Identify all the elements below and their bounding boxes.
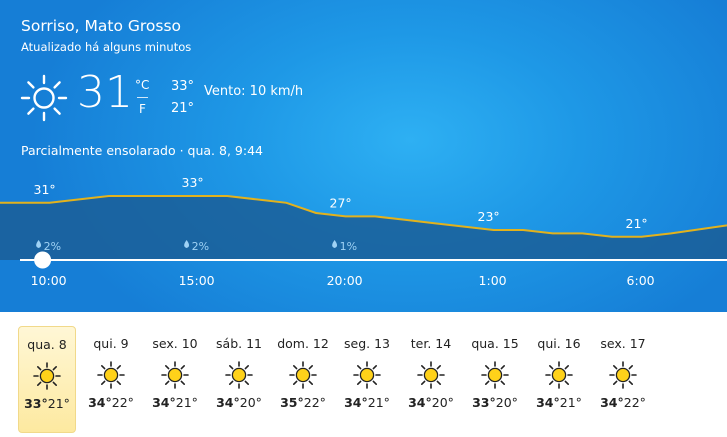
- forecast-temps: 34°20°: [402, 395, 460, 411]
- condition-text: Parcialmente ensolarado · qua. 8, 9:44: [21, 143, 263, 158]
- time-tick-label: 10:00: [31, 273, 67, 288]
- forecast-high: 35°: [280, 395, 304, 410]
- forecast-day-2[interactable]: sex. 10 34°21°: [146, 326, 204, 433]
- forecast-day-label: seg. 13: [344, 336, 390, 351]
- forecast-low: 22°: [111, 395, 134, 410]
- temperature-area: [0, 196, 727, 260]
- today-low: 21°: [171, 101, 195, 116]
- temperature-label: 31°: [34, 182, 56, 197]
- hourly-chart[interactable]: 31° 33° 27° 23° 21° 2% 2% 1% 10:00 15:00 20:00 1:…: [0, 168, 727, 312]
- temperature-line: [0, 195, 727, 238]
- forecast-high: 34°: [600, 395, 624, 410]
- forecast-low: 21°: [559, 395, 582, 410]
- raindrop-icon: [184, 240, 190, 248]
- forecast-temps: 34°21°: [338, 395, 396, 411]
- precipitation-item: 2%: [184, 240, 209, 253]
- sun-icon: [161, 361, 189, 389]
- unit-divider: [137, 97, 148, 98]
- forecast-temps: 34°21°: [146, 395, 204, 411]
- time-tick-label: 15:00: [179, 273, 215, 288]
- forecast-low: 21°: [47, 396, 70, 411]
- sun-icon: [97, 361, 125, 389]
- forecast-day-label: qui. 16: [537, 336, 581, 351]
- forecast-low: 20°: [239, 395, 262, 410]
- forecast-day-label: ter. 14: [410, 336, 452, 351]
- forecast-day-3[interactable]: sáb. 11 34°20°: [210, 326, 268, 433]
- temperature-label: 27°: [330, 195, 352, 210]
- temperature-label: 23°: [478, 209, 500, 224]
- forecast-day-label: sáb. 11: [216, 336, 262, 351]
- forecast-low: 21°: [175, 395, 198, 410]
- forecast-day-label: qui. 9: [93, 336, 129, 351]
- forecast-high: 34°: [408, 395, 432, 410]
- precipitation-item: 2%: [36, 240, 61, 253]
- raindrop-icon: [36, 240, 42, 248]
- unit-celsius-toggle[interactable]: °C: [135, 78, 150, 92]
- sun-icon: [33, 362, 61, 390]
- forecast-low: 20°: [431, 395, 454, 410]
- forecast-low: 20°: [495, 395, 518, 410]
- forecast-day-label: sex. 10: [152, 336, 198, 351]
- forecast-temps: 34°20°: [210, 395, 268, 411]
- precipitation-value: 1%: [340, 240, 357, 253]
- precipitation-value: 2%: [192, 240, 209, 253]
- forecast-low: 22°: [623, 395, 646, 410]
- forecast-temps: 33°20°: [466, 395, 524, 411]
- forecast-day-label: dom. 12: [277, 336, 329, 351]
- forecast-high: 33°: [472, 395, 496, 410]
- forecast-day-6[interactable]: ter. 14 34°20°: [402, 326, 460, 433]
- forecast-high: 34°: [88, 395, 112, 410]
- sun-icon: [20, 74, 68, 122]
- forecast-day-4[interactable]: dom. 12 35°22°: [274, 326, 332, 433]
- time-tick-label: 20:00: [327, 273, 363, 288]
- forecast-day-9[interactable]: sex. 17 34°22°: [594, 326, 652, 433]
- sun-icon: [353, 361, 381, 389]
- time-tick-label: 6:00: [627, 273, 655, 288]
- current-time-handle[interactable]: [34, 251, 52, 269]
- forecast-temps: 34°21°: [530, 395, 588, 411]
- today-high: 33°: [171, 79, 195, 94]
- sun-icon: [545, 361, 573, 389]
- forecast-temps: 35°22°: [274, 395, 332, 411]
- location-title[interactable]: Sorriso, Mato Grosso: [21, 17, 182, 35]
- forecast-high: 34°: [216, 395, 240, 410]
- sun-icon: [481, 361, 509, 389]
- precipitation-item: 1%: [332, 240, 357, 253]
- forecast-high: 33°: [24, 396, 48, 411]
- forecast-temps: 34°22°: [594, 395, 652, 411]
- updated-status: Atualizado há alguns minutos: [21, 40, 192, 54]
- wind-info: Vento: 10 km/h: [204, 84, 304, 99]
- forecast-high: 34°: [344, 395, 368, 410]
- weather-card: Sorriso, Mato Grosso Atualizado há algun…: [0, 0, 727, 312]
- current-temperature: 31: [77, 67, 133, 118]
- time-tick-label: 1:00: [479, 273, 507, 288]
- precipitation-value: 2%: [44, 240, 61, 253]
- forecast-day-1[interactable]: qui. 9 34°22°: [82, 326, 140, 433]
- forecast-day-7[interactable]: qua. 15 33°20°: [466, 326, 524, 433]
- unit-fahrenheit-toggle[interactable]: F: [139, 102, 146, 116]
- forecast-low: 22°: [303, 395, 326, 410]
- forecast-day-label: qua. 8: [27, 337, 67, 352]
- temperature-label: 21°: [626, 216, 648, 231]
- forecast-day-8[interactable]: qui. 16 34°21°: [530, 326, 588, 433]
- forecast-day-5[interactable]: seg. 13 34°21°: [338, 326, 396, 433]
- forecast-low: 21°: [367, 395, 390, 410]
- sun-icon: [225, 361, 253, 389]
- forecast-temps: 33°21°: [19, 396, 75, 412]
- sun-icon: [417, 361, 445, 389]
- temperature-label: 33°: [182, 175, 204, 190]
- forecast-high: 34°: [536, 395, 560, 410]
- daily-forecast-strip: qua. 8 33°21° qui. 9 34°22° sex. 10 34°21° sáb…: [0, 312, 727, 437]
- forecast-day-0[interactable]: qua. 8 33°21°: [18, 326, 76, 433]
- forecast-day-label: sex. 17: [600, 336, 646, 351]
- forecast-day-label: qua. 15: [471, 336, 519, 351]
- sun-icon: [609, 361, 637, 389]
- raindrop-icon: [332, 240, 338, 248]
- forecast-temps: 34°22°: [82, 395, 140, 411]
- sun-icon: [289, 361, 317, 389]
- forecast-high: 34°: [152, 395, 176, 410]
